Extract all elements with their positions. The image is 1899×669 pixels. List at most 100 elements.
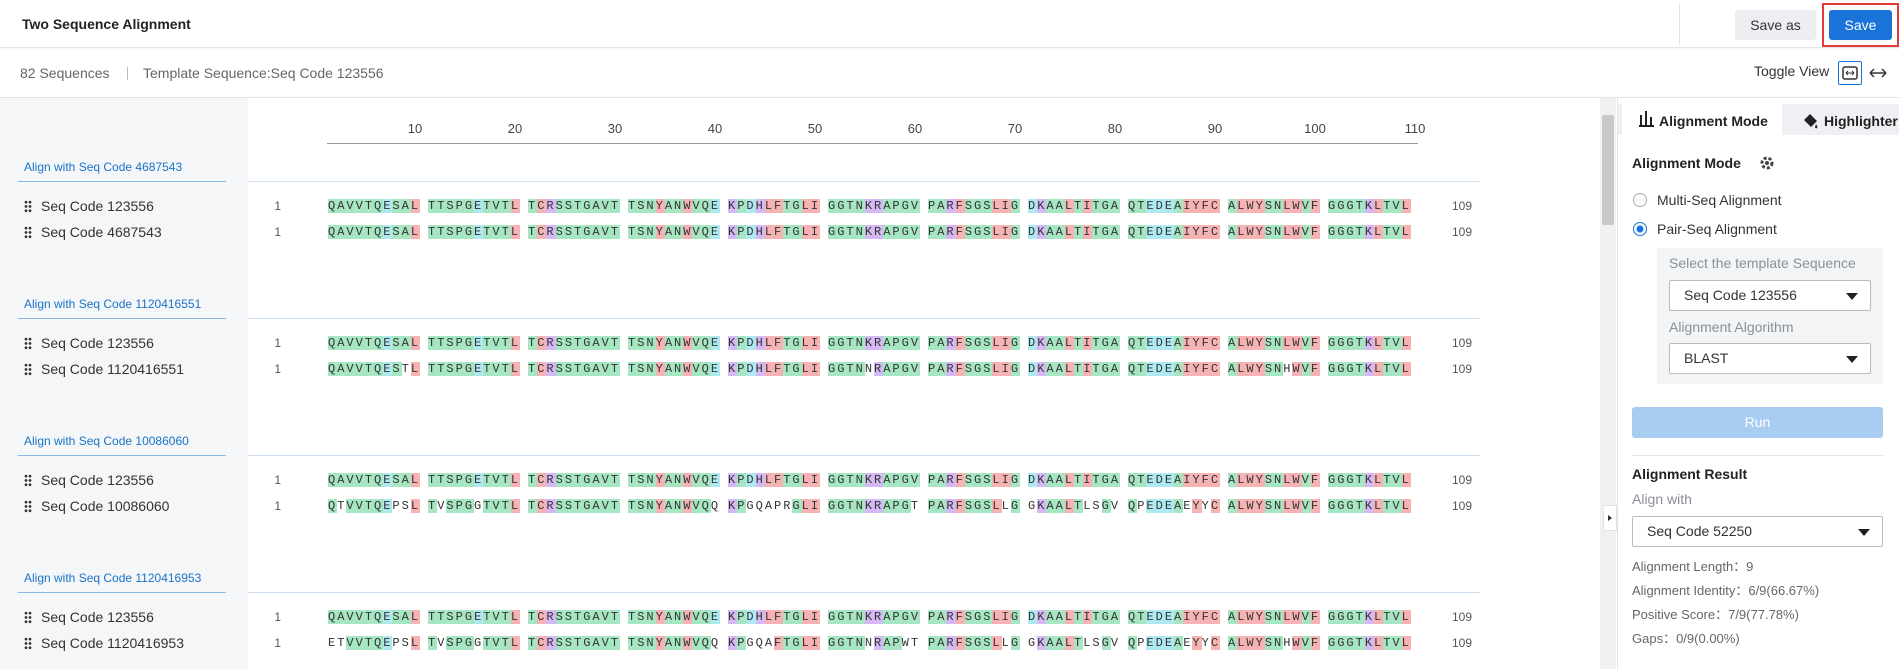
sequence-block: QAVVTQESAL — [328, 336, 420, 351]
drag-handle[interactable] — [24, 337, 32, 350]
group-divider — [248, 181, 1480, 182]
sequence-block: TTSPGETVTL — [428, 225, 520, 240]
sequence-block: ALWYSNLWVF — [1228, 610, 1320, 625]
sequence-block: GGGTKLTVL — [1328, 610, 1411, 625]
sequence-block: TTSPGETVTL — [428, 610, 520, 625]
panel-divider — [1632, 455, 1883, 456]
sequence-block: TSNYANWVQE — [628, 610, 720, 625]
drag-handle[interactable] — [24, 226, 32, 239]
algorithm-dropdown[interactable]: BLAST — [1669, 343, 1871, 374]
sequence-end: 109 — [1452, 610, 1472, 624]
sequence-name: Seq Code 4687543 — [41, 224, 162, 240]
radio-multi[interactable] — [1633, 193, 1647, 207]
page: Two Sequence Alignment {"header": {"titl… — [0, 0, 1899, 669]
sequence-block: GGTNKRAPGV — [828, 473, 920, 488]
chart-icon — [1638, 104, 1658, 135]
sequence-block: TCRSSTGAVT — [528, 225, 620, 240]
template-dropdown[interactable]: Seq Code 123556 — [1669, 280, 1871, 311]
sequence-block: QAVVTQESAL — [328, 199, 420, 214]
toggle-expand[interactable] — [1866, 61, 1890, 85]
sequence-block: QTEDEAIYFC — [1128, 362, 1220, 377]
sequence-block: KPGQAPRGLI — [728, 499, 820, 514]
sequence-name: Seq Code 123556 — [41, 335, 154, 351]
save-button[interactable]: Save — [1829, 10, 1892, 40]
sequence-block: TSNYANWVQE — [628, 225, 720, 240]
sequence-block: PARFSGSLIG — [928, 362, 1020, 377]
ruler-tick-label: 60 — [895, 121, 935, 136]
sequence-block: TCRSSTGAVT — [528, 336, 620, 351]
drag-handle[interactable] — [24, 611, 32, 624]
align-with-dropdown[interactable]: Seq Code 52250 — [1632, 516, 1883, 547]
sequence-block: TCRSSTGAVT — [528, 362, 620, 377]
sequence-block: PARFSGSLIG — [928, 473, 1020, 488]
template-label: Select the template Sequence — [1669, 255, 1856, 271]
tab-highlighter[interactable]: Highlighter — [1824, 113, 1898, 129]
sequence-block: QTEDEAIYFC — [1128, 336, 1220, 351]
toggle-expand-icon — [1866, 61, 1890, 85]
sequence-block: QAVVTQESAL — [328, 225, 420, 240]
group-divider — [248, 318, 1480, 319]
settings-icon[interactable] — [1758, 154, 1776, 172]
result-line: Positive Score：7/9(77.78%) — [1632, 604, 1799, 623]
sequence-start: 1 — [261, 636, 281, 650]
sequence-block: TCRSSTGAVT — [528, 499, 620, 514]
ruler-tick-label: 100 — [1295, 121, 1335, 136]
toggle-compact[interactable] — [1838, 61, 1862, 85]
radio-pair[interactable] — [1633, 222, 1647, 236]
ruler-tick-label: 80 — [1095, 121, 1135, 136]
sequence-block: TSNYANWVQE — [628, 362, 720, 377]
group-underline — [18, 592, 226, 593]
ruler-tick-label: 70 — [995, 121, 1035, 136]
sequence-start: 1 — [261, 473, 281, 487]
ruler-tick-label: 90 — [1195, 121, 1235, 136]
run-button[interactable]: Run — [1632, 407, 1883, 438]
drag-handle[interactable] — [24, 200, 32, 213]
sequence-block: TSNYANWVQQ — [628, 636, 720, 651]
tab-alignment-mode[interactable]: Alignment Mode — [1659, 113, 1768, 129]
sequence-name: Seq Code 1120416953 — [41, 635, 184, 651]
sequence-name: Seq Code 123556 — [41, 472, 154, 488]
result-heading: Alignment Result — [1632, 466, 1747, 482]
sequence-block: DKAALTITGA — [1028, 362, 1120, 377]
sequence-block: KPDHLFTGLI — [728, 199, 820, 214]
sequence-block: ALWYSNLWVF — [1228, 225, 1320, 240]
sequence-block: TCRSSTGAVT — [528, 610, 620, 625]
sequence-block: GGGTKLTVL — [1328, 499, 1411, 514]
sequence-block: DKAALTITGA — [1028, 610, 1120, 625]
sequence-block: KPDHLFTGLI — [728, 610, 820, 625]
sequence-block: PARFSGSLIG — [928, 225, 1020, 240]
sequence-block: ALWYSNLWVF — [1228, 473, 1320, 488]
sequence-block: TSNYANWVQE — [628, 473, 720, 488]
sequence-block: PARFSGSLIG — [928, 199, 1020, 214]
drag-handle[interactable] — [24, 637, 32, 650]
sequence-block: TSNYANWVQE — [628, 199, 720, 214]
sequence-end: 109 — [1452, 362, 1472, 376]
sequence-block: GGTNKRAPGV — [828, 610, 920, 625]
group-divider — [248, 455, 1480, 456]
collapse-handle[interactable] — [1603, 505, 1617, 531]
save-as-button[interactable]: Save as — [1735, 10, 1816, 40]
bucket-icon — [1801, 111, 1821, 131]
drag-handle[interactable] — [24, 363, 32, 376]
drag-handle[interactable] — [24, 474, 32, 487]
sequence-name: Seq Code 10086060 — [41, 498, 169, 514]
radio-pair-label[interactable]: Pair-Seq Alignment — [1657, 221, 1777, 237]
ruler-tick-label: 50 — [795, 121, 835, 136]
sequence-start: 1 — [261, 225, 281, 239]
header-bar — [0, 0, 1899, 48]
sequence-start: 1 — [261, 199, 281, 213]
sequence-count: 82 Sequences — [20, 65, 110, 81]
header-divider — [1679, 4, 1680, 44]
app: Two Sequence Alignment Save as Save 82 S… — [0, 0, 1899, 669]
sequence-block: TCRSSTGAVT — [528, 473, 620, 488]
ruler-line — [327, 143, 1418, 144]
radio-multi-label[interactable]: Multi-Seq Alignment — [1657, 192, 1782, 208]
sequence-block: TCRSSTGAVT — [528, 199, 620, 214]
sequence-block: GGGTKLTVL — [1328, 225, 1411, 240]
sequence-end: 109 — [1452, 336, 1472, 350]
sequence-block: QTEDEAIYFC — [1128, 225, 1220, 240]
sequence-block: GGGTKLTVL — [1328, 362, 1411, 377]
scrollbar-thumb[interactable] — [1602, 115, 1614, 225]
group-underline — [18, 318, 226, 319]
drag-handle[interactable] — [24, 500, 32, 513]
